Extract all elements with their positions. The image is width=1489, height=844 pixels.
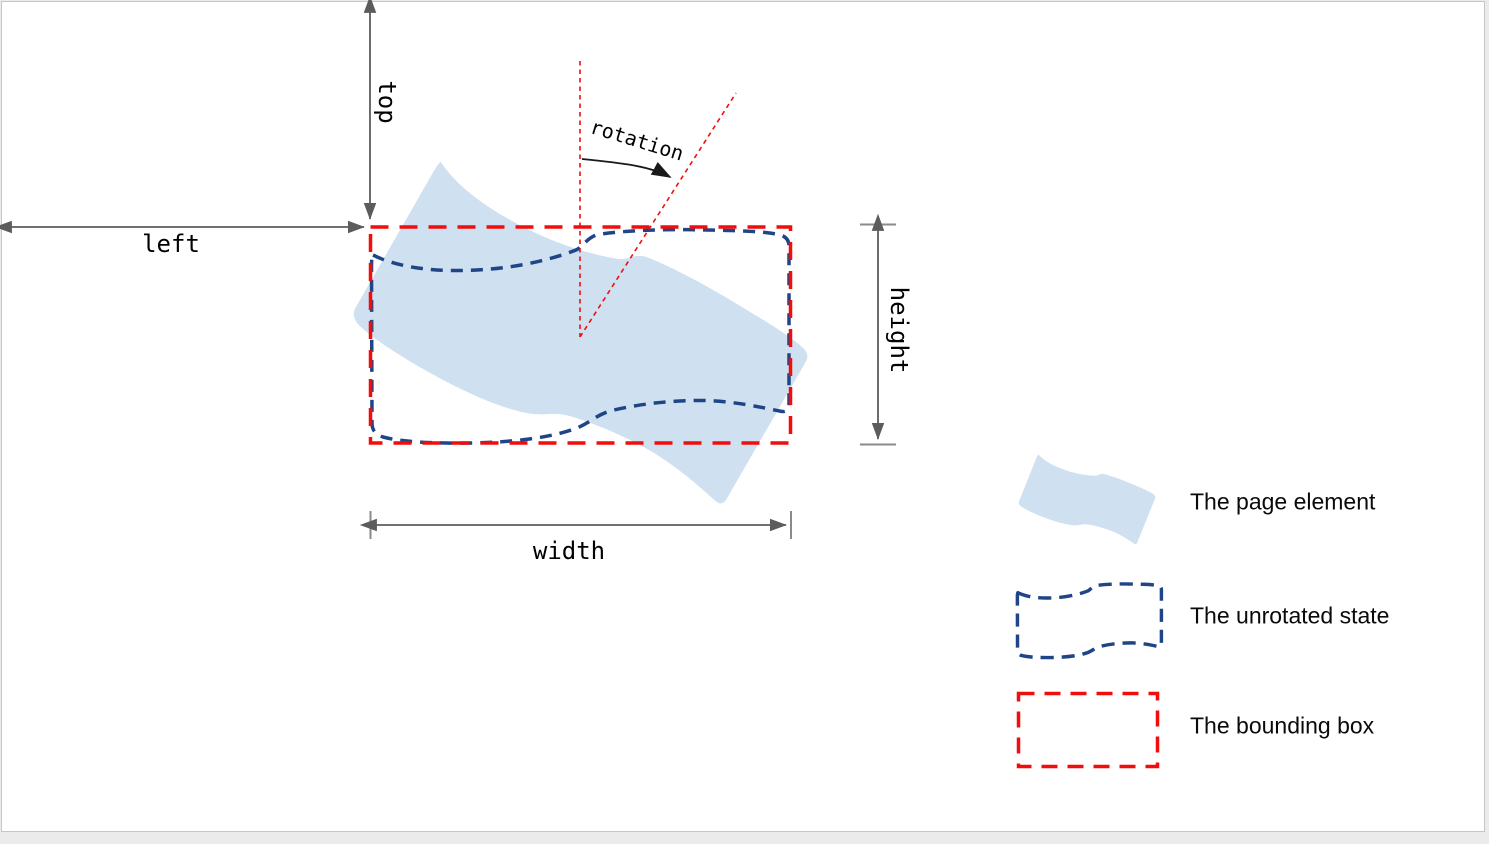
- legend-page-element-swatch: [1016, 447, 1157, 554]
- left-label: left: [142, 230, 200, 258]
- legend-label-page-element: The page element: [1190, 488, 1376, 515]
- top-label: top: [373, 80, 401, 124]
- legend-unrotated-state-swatch: [1015, 582, 1164, 660]
- legend-bounding-box-swatch: [1016, 691, 1160, 769]
- width-label: width: [532, 537, 606, 565]
- legend-label-unrotated-state: The unrotated state: [1190, 602, 1390, 629]
- height-label: height: [885, 286, 913, 374]
- rotated-axis-line: [579, 92, 737, 338]
- rotation-arrow: [581, 158, 672, 178]
- legend-label-bounding-box: The bounding box: [1190, 712, 1375, 739]
